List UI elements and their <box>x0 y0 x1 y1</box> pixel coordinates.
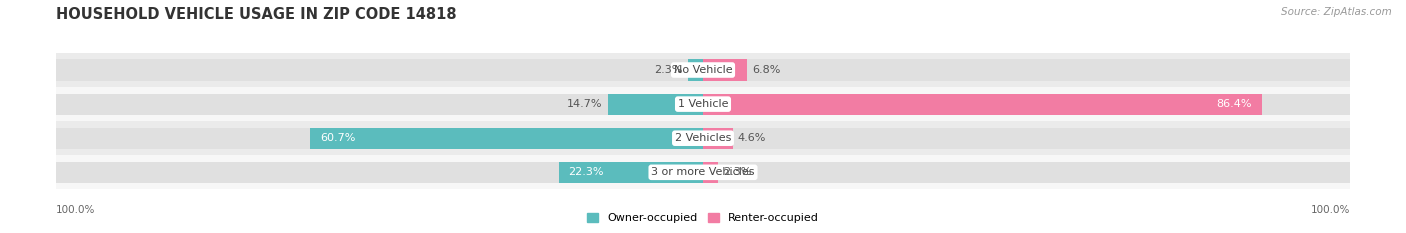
Bar <box>56 155 1350 189</box>
Text: 2 Vehicles: 2 Vehicles <box>675 133 731 143</box>
Text: 4.6%: 4.6% <box>738 133 766 143</box>
Text: 100.0%: 100.0% <box>56 205 96 215</box>
Bar <box>703 93 1261 115</box>
Text: HOUSEHOLD VEHICLE USAGE IN ZIP CODE 14818: HOUSEHOLD VEHICLE USAGE IN ZIP CODE 1481… <box>56 7 457 22</box>
Bar <box>311 128 703 149</box>
Bar <box>558 162 703 183</box>
Bar <box>56 128 1350 149</box>
Text: 86.4%: 86.4% <box>1216 99 1253 109</box>
Bar <box>607 93 703 115</box>
Bar <box>56 162 1350 183</box>
Text: No Vehicle: No Vehicle <box>673 65 733 75</box>
Bar <box>56 121 1350 155</box>
Text: 3 or more Vehicles: 3 or more Vehicles <box>651 167 755 177</box>
Bar <box>56 59 1350 81</box>
Text: 6.8%: 6.8% <box>752 65 780 75</box>
Legend: Owner-occupied, Renter-occupied: Owner-occupied, Renter-occupied <box>582 208 824 227</box>
Text: 22.3%: 22.3% <box>568 167 605 177</box>
Text: 1 Vehicle: 1 Vehicle <box>678 99 728 109</box>
Bar <box>56 93 1350 115</box>
Text: 2.3%: 2.3% <box>723 167 751 177</box>
Text: 60.7%: 60.7% <box>321 133 356 143</box>
Text: 2.3%: 2.3% <box>655 65 683 75</box>
Bar <box>703 59 747 81</box>
Text: Source: ZipAtlas.com: Source: ZipAtlas.com <box>1281 7 1392 17</box>
Bar <box>703 128 733 149</box>
Bar <box>703 162 718 183</box>
Text: 100.0%: 100.0% <box>1310 205 1350 215</box>
Bar <box>688 59 703 81</box>
Bar <box>56 53 1350 87</box>
Text: 14.7%: 14.7% <box>567 99 603 109</box>
Bar <box>56 87 1350 121</box>
